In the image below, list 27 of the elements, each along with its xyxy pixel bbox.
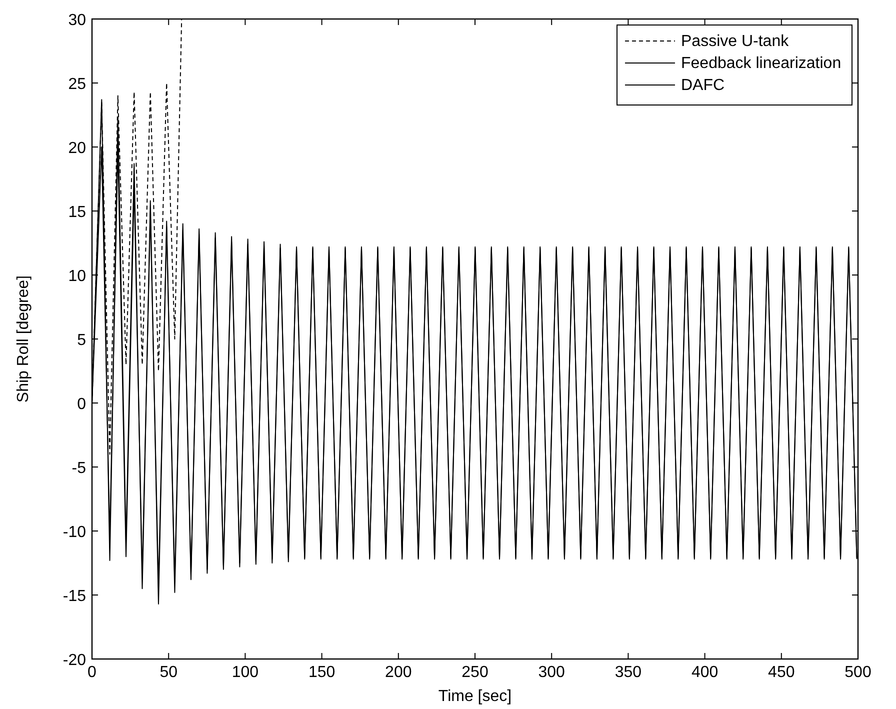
y-tick-label: -5 bbox=[72, 460, 86, 477]
y-tick-label: 15 bbox=[68, 204, 86, 221]
x-tick-label: 450 bbox=[768, 664, 795, 681]
y-tick-label: -20 bbox=[62, 652, 86, 669]
x-axis-title: Time [sec] bbox=[438, 688, 512, 705]
y-tick-label: -10 bbox=[62, 524, 86, 541]
x-tick-label: 500 bbox=[844, 664, 872, 681]
x-tick-label: 250 bbox=[462, 664, 488, 681]
x-tick-label: 150 bbox=[308, 664, 336, 681]
y-tick-label: 30 bbox=[68, 12, 86, 29]
y-tick-label: -15 bbox=[62, 588, 86, 605]
x-tick-label: 200 bbox=[385, 664, 412, 681]
y-tick-label: 10 bbox=[68, 268, 86, 285]
y-tick-label: 5 bbox=[77, 332, 86, 349]
x-tick-label: 100 bbox=[232, 664, 259, 681]
x-tick-label: 0 bbox=[88, 664, 97, 681]
x-tick-label: 350 bbox=[614, 664, 642, 681]
x-tick-label: 400 bbox=[691, 664, 718, 681]
y-axis-title: Ship Roll [degree] bbox=[15, 275, 32, 403]
legend-label: Feedback linearization bbox=[681, 55, 842, 72]
x-tick-label: 300 bbox=[538, 664, 566, 681]
x-tick-label: 50 bbox=[160, 664, 178, 681]
y-tick-label: 25 bbox=[68, 76, 86, 93]
y-tick-label: 0 bbox=[77, 396, 86, 413]
legend-label: DAFC bbox=[681, 77, 725, 94]
y-tick-label: 20 bbox=[68, 140, 86, 157]
legend-label: Passive U-tank bbox=[681, 33, 790, 50]
